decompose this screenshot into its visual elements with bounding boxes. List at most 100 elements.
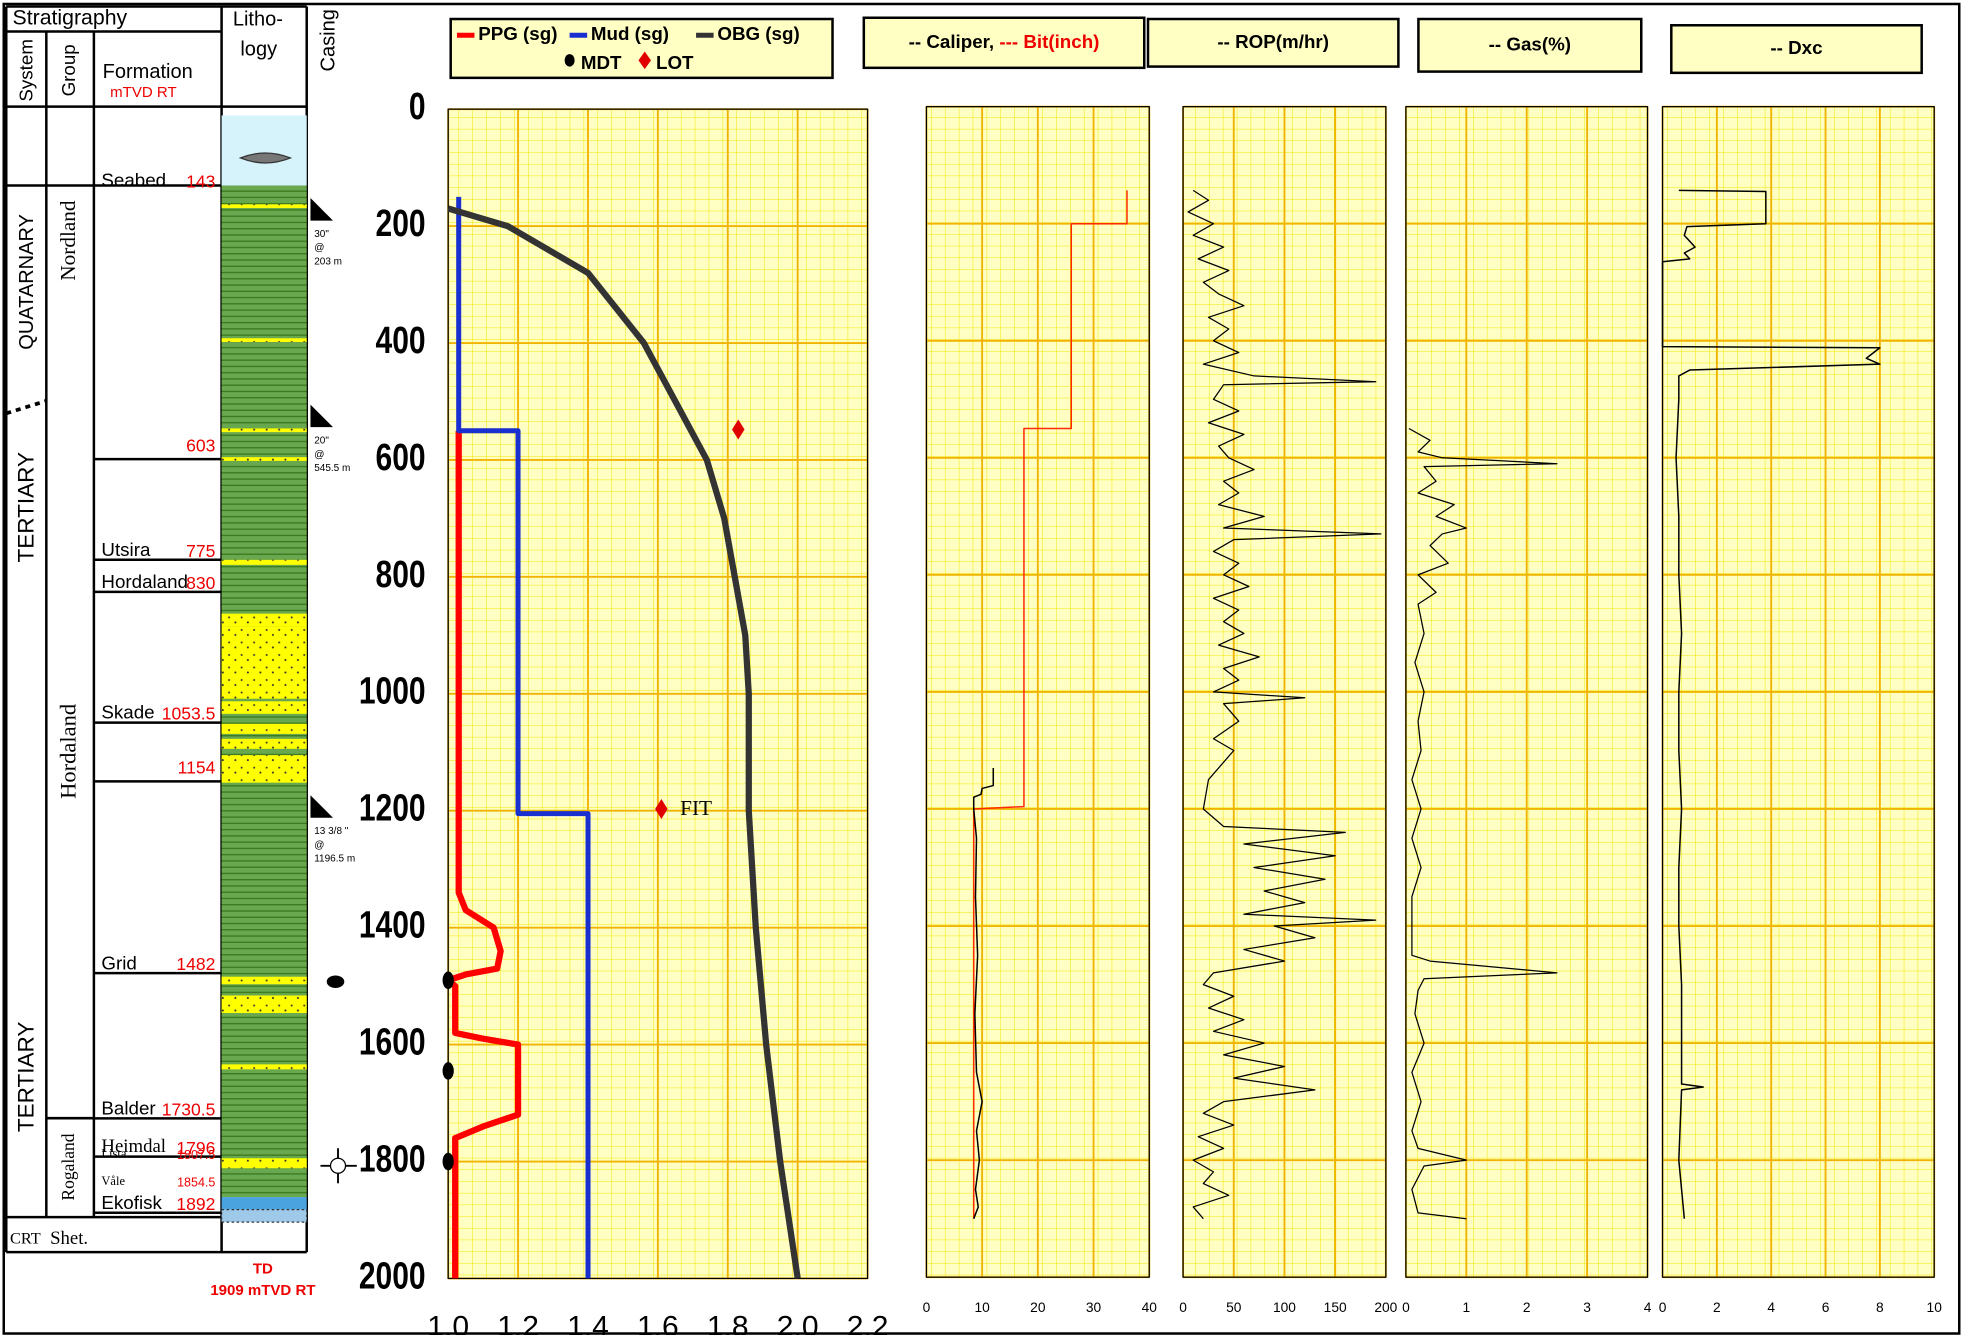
log-curve	[972, 768, 995, 1219]
formation-name: Lista	[101, 1146, 126, 1160]
formation-name: Balder	[101, 1098, 155, 1119]
x-tick-label: 1	[1462, 1300, 1470, 1315]
fish-icon	[238, 152, 293, 164]
group-header: Group	[58, 44, 79, 96]
sand-layer	[221, 701, 307, 714]
legend-swatch	[564, 54, 575, 67]
casing-shoe	[310, 198, 334, 221]
x-tick-label: 8	[1876, 1300, 1884, 1315]
casing-size: 20"	[314, 436, 329, 447]
x-tick-label: 2	[1713, 1300, 1721, 1315]
track-title-part: -- Dxc	[1770, 37, 1822, 58]
track-header	[862, 16, 1146, 70]
sand-layer	[221, 755, 307, 783]
x-tick-label: 6	[1822, 1300, 1830, 1315]
system-label: QUATARNARY	[16, 214, 38, 350]
x-tick-label: 3	[1583, 1300, 1591, 1315]
log-curve	[1187, 189, 1382, 1220]
x-tick-label: 1.8	[707, 1310, 749, 1335]
chalk	[220, 1208, 308, 1223]
sand-layer	[221, 559, 307, 565]
y-tick-label: 600	[376, 437, 426, 479]
x-tick-label: 0	[1659, 1300, 1667, 1315]
track-header	[1670, 24, 1923, 75]
x-tick-label: 4	[1644, 1300, 1652, 1315]
x-tick-label: 1.6	[637, 1310, 679, 1335]
x-tick-label: 2	[1523, 1300, 1531, 1315]
casing-at: @	[314, 243, 324, 254]
formation-name: Ekofisk	[101, 1192, 162, 1213]
track-title: -- ROP(m/hr)	[1217, 31, 1329, 52]
x-tick-label: 4	[1767, 1300, 1775, 1315]
td-label: TD	[253, 1261, 273, 1278]
y-tick-label: 1800	[359, 1138, 426, 1180]
casing-shoe	[310, 795, 334, 818]
legend-label: OBG (sg)	[717, 23, 799, 44]
sand-layer	[221, 1158, 307, 1169]
mdt-point	[442, 1152, 454, 1171]
x-tick-label: 2.2	[847, 1310, 889, 1335]
sand-layer	[221, 626, 307, 699]
rule	[5, 399, 47, 416]
casing-depth: 1196.5 m	[314, 854, 355, 865]
formation-name: Seabed	[101, 169, 166, 190]
group-label: Nordland	[56, 200, 80, 281]
sand-layer	[221, 457, 307, 461]
sand-layer	[221, 428, 307, 433]
track-title-part: -- Caliper,	[909, 31, 1000, 52]
plot-border	[1182, 106, 1387, 1278]
lithology-header: Litho-	[233, 9, 283, 31]
log-curve	[1661, 189, 1881, 1219]
sand-layer	[221, 613, 307, 627]
group-label: Rogaland	[58, 1133, 78, 1200]
casing-size: 30"	[314, 229, 329, 240]
system-label: CRT	[10, 1229, 41, 1247]
x-tick-label: 20	[1030, 1300, 1046, 1315]
mdt-point	[442, 1062, 454, 1080]
x-tick-label: 100	[1273, 1300, 1296, 1315]
y-tick-label: 1400	[359, 904, 426, 946]
formation-depth: 1482	[176, 954, 215, 974]
formation-depth: 1807.5	[177, 1148, 215, 1162]
formation-depth: 1730.5	[162, 1099, 216, 1119]
x-tick-label: 30	[1086, 1300, 1102, 1315]
sand-layer	[221, 976, 307, 985]
formation-name: Grid	[101, 952, 136, 973]
y-tick-label: 200	[376, 203, 426, 245]
x-tick-label: 200	[1374, 1300, 1397, 1315]
x-tick-label: 1.0	[427, 1310, 469, 1335]
sun-marker	[329, 1157, 347, 1174]
formation-name: Hordaland	[101, 571, 188, 592]
plot-border	[447, 108, 869, 1280]
mdt-point	[442, 971, 454, 990]
legend-label: MDT	[581, 52, 622, 73]
plot-border	[925, 106, 1150, 1278]
x-tick-label: 2.0	[777, 1310, 819, 1335]
sand-layer	[221, 995, 307, 1014]
track-title-part: --- Bit(inch)	[999, 31, 1099, 52]
y-tick-label: 2000	[359, 1255, 426, 1297]
depth-unit: mTVD RT	[110, 84, 176, 101]
sand-layer	[221, 338, 307, 343]
strat-title: Stratigraphy	[13, 6, 128, 30]
sand-layer	[221, 723, 307, 734]
x-tick-label: 10	[974, 1300, 990, 1315]
x-tick-label: 0	[1402, 1300, 1410, 1315]
casing-shoe	[310, 404, 334, 428]
formation-header: Formation	[103, 61, 193, 83]
log-curve	[447, 205, 801, 1279]
track-title: -- Dxc	[1770, 37, 1822, 58]
x-tick-label: 50	[1226, 1300, 1242, 1315]
casing-at: @	[314, 840, 324, 851]
x-tick-label: 1.2	[497, 1310, 539, 1335]
y-tick-label: 1000	[359, 671, 426, 713]
casing-header: Casing	[318, 9, 340, 71]
formation-depth: 775	[186, 541, 215, 561]
lithology-header: logy	[240, 39, 277, 61]
formation-depth: 830	[186, 573, 215, 593]
log-curve	[1408, 427, 1558, 1220]
formation-depth: 1854.5	[177, 1176, 215, 1190]
x-tick-label: 40	[1142, 1300, 1158, 1315]
y-tick-label: 800	[376, 554, 426, 596]
